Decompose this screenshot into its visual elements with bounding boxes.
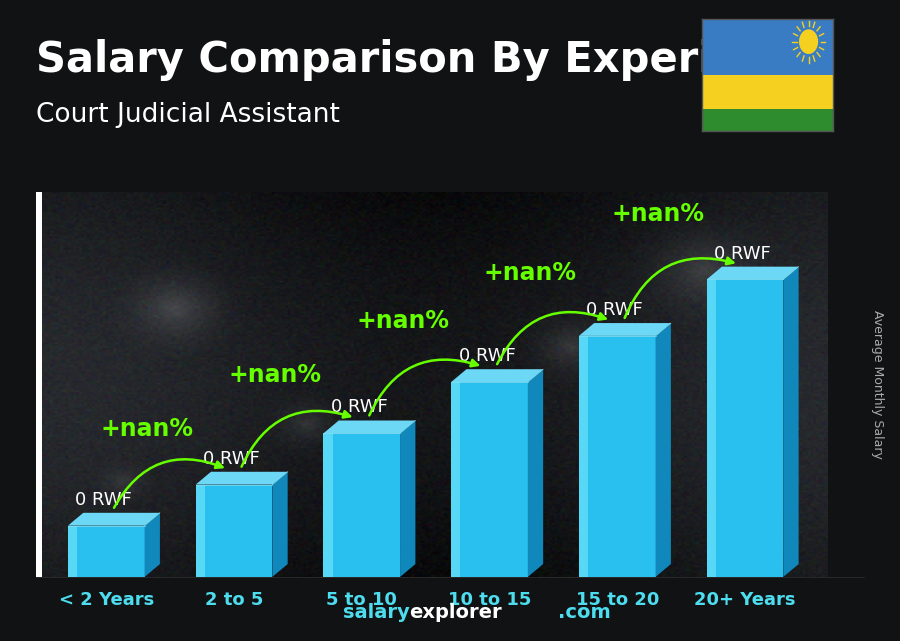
- Polygon shape: [706, 279, 783, 577]
- Polygon shape: [68, 513, 160, 526]
- Text: 0 RWF: 0 RWF: [459, 347, 516, 365]
- Polygon shape: [273, 472, 288, 577]
- Polygon shape: [579, 336, 588, 577]
- Polygon shape: [706, 267, 798, 279]
- Polygon shape: [451, 369, 543, 382]
- Text: Court Judicial Assistant: Court Judicial Assistant: [36, 101, 340, 128]
- Polygon shape: [400, 420, 416, 577]
- Polygon shape: [655, 323, 670, 577]
- Text: +nan%: +nan%: [484, 261, 577, 285]
- Polygon shape: [145, 513, 160, 577]
- Polygon shape: [195, 485, 205, 577]
- Text: 0 RWF: 0 RWF: [586, 301, 643, 319]
- Polygon shape: [323, 420, 416, 433]
- Text: 0 RWF: 0 RWF: [203, 450, 260, 468]
- Polygon shape: [451, 382, 461, 577]
- Text: +nan%: +nan%: [101, 417, 194, 441]
- Text: +nan%: +nan%: [356, 310, 449, 333]
- Polygon shape: [195, 485, 273, 577]
- Polygon shape: [579, 336, 655, 577]
- Text: 0 RWF: 0 RWF: [76, 491, 132, 509]
- Polygon shape: [451, 382, 527, 577]
- Polygon shape: [579, 323, 670, 336]
- Polygon shape: [706, 279, 716, 577]
- Text: 0 RWF: 0 RWF: [714, 245, 770, 263]
- Polygon shape: [68, 526, 145, 577]
- Text: 0 RWF: 0 RWF: [331, 399, 388, 417]
- Bar: [702, 109, 832, 131]
- Text: +nan%: +nan%: [229, 363, 321, 387]
- Text: +nan%: +nan%: [612, 202, 705, 226]
- Polygon shape: [527, 369, 543, 577]
- Text: explorer: explorer: [410, 603, 502, 622]
- Polygon shape: [783, 267, 798, 577]
- Text: Average Monthly Salary: Average Monthly Salary: [871, 310, 884, 459]
- Bar: [702, 19, 832, 75]
- Text: .com: .com: [558, 603, 611, 622]
- Circle shape: [799, 29, 818, 54]
- Polygon shape: [195, 472, 288, 485]
- Polygon shape: [323, 433, 400, 577]
- Text: Salary Comparison By Experience: Salary Comparison By Experience: [36, 40, 824, 81]
- Bar: [702, 75, 832, 109]
- Polygon shape: [323, 433, 333, 577]
- Text: salary: salary: [343, 603, 410, 622]
- Polygon shape: [68, 526, 77, 577]
